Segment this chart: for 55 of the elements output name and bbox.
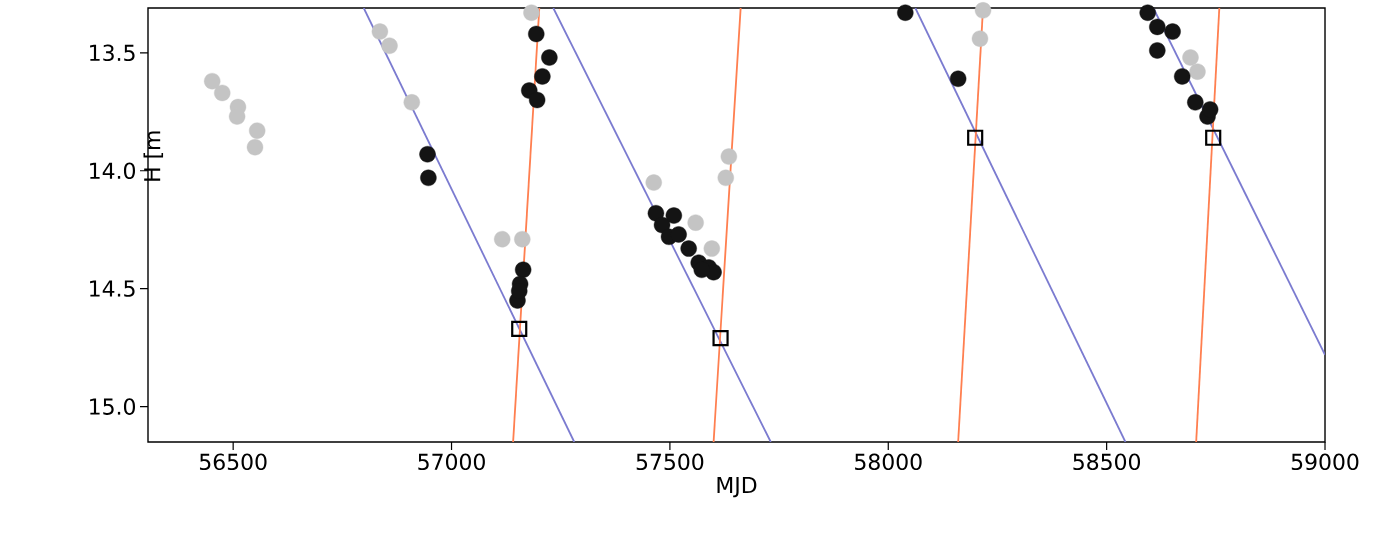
point [514, 230, 531, 248]
y-tick-label: 15.0 [90, 398, 136, 415]
point [420, 169, 437, 187]
point [1187, 94, 1204, 111]
point [949, 70, 967, 87]
point [419, 146, 436, 163]
point [670, 226, 687, 243]
x-tick-label: 57500 [636, 453, 704, 471]
x-tick-label: 58000 [855, 453, 922, 471]
point [381, 37, 398, 54]
point [897, 4, 914, 21]
point [1149, 18, 1166, 36]
point [717, 169, 734, 187]
point [971, 30, 989, 47]
x-tick-label: 57000 [418, 453, 485, 471]
point [248, 122, 266, 139]
point [371, 23, 389, 40]
point [528, 91, 546, 109]
point [204, 72, 221, 90]
point [493, 230, 511, 248]
point [967, 129, 984, 146]
point [720, 148, 738, 165]
point [523, 4, 540, 21]
x-tick-label: 58500 [1073, 453, 1141, 471]
point [665, 207, 683, 224]
point [1182, 49, 1199, 66]
x-axis-title: MJD [717, 476, 757, 498]
y-axis-title: H [m [143, 131, 164, 181]
point [974, 2, 992, 19]
point [712, 330, 729, 347]
point [680, 240, 697, 257]
point [647, 205, 665, 222]
point [1164, 23, 1181, 40]
point [1174, 68, 1191, 85]
point [1139, 4, 1156, 21]
point [1205, 129, 1222, 146]
x-tick-label: 59000 [1291, 453, 1359, 471]
point [534, 68, 551, 85]
y-tick-label: 13.5 [90, 44, 135, 62]
point [687, 214, 704, 231]
point [1149, 42, 1166, 59]
point [645, 174, 662, 191]
point [511, 320, 528, 337]
point [403, 94, 420, 111]
point [703, 240, 721, 257]
point [214, 84, 231, 102]
point [528, 25, 545, 43]
point [514, 261, 532, 279]
point [1189, 63, 1206, 80]
y-tick-label: 14.0 [90, 162, 136, 180]
point [246, 138, 264, 156]
point [1201, 101, 1219, 118]
point [541, 49, 558, 66]
x-tick-label: 56500 [199, 453, 267, 471]
y-tick-label: 14.5 [90, 280, 135, 297]
